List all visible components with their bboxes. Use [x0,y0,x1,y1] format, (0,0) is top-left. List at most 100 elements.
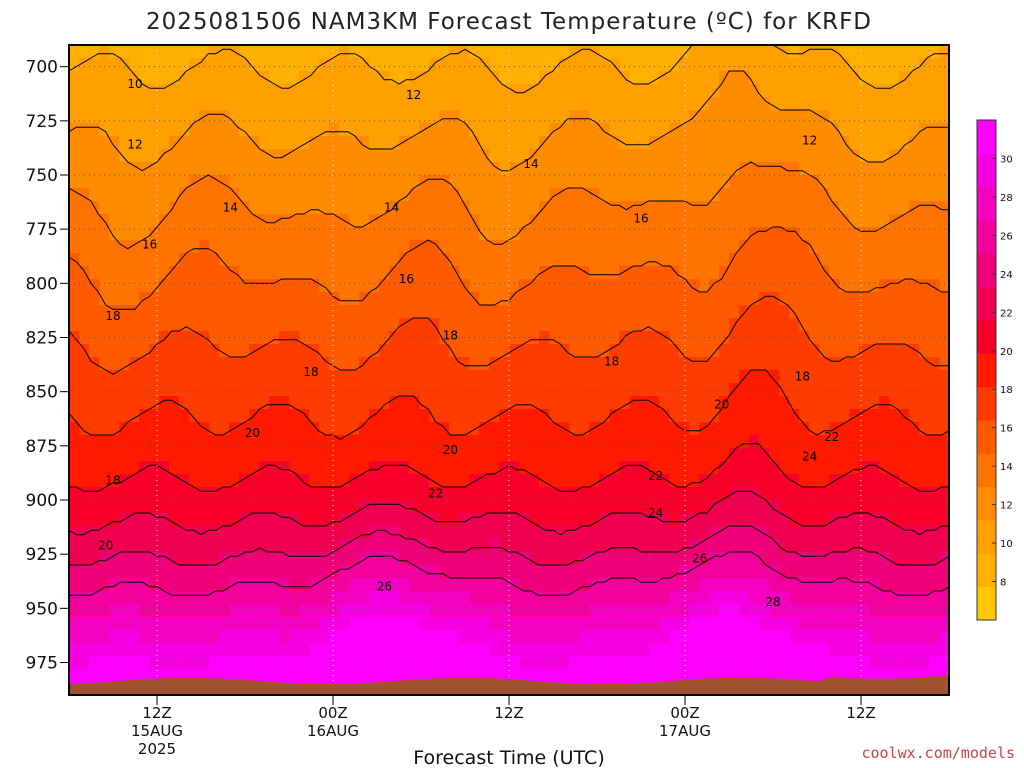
temperature-cell [599,110,610,124]
temperature-cell [909,149,920,163]
temperature-cell [119,58,130,72]
temperature-cell [449,110,460,124]
temperature-cell [309,487,320,501]
temperature-cell [189,188,200,202]
temperature-cell [219,201,230,215]
isotherm-label: 26 [692,552,707,566]
temperature-cell [159,45,170,59]
temperature-cell [579,539,590,553]
temperature-cell [99,344,110,358]
temperature-cell [299,344,310,358]
temperature-cell [429,370,440,384]
temperature-cell [709,461,720,475]
temperature-cell [69,591,80,605]
temperature-cell [739,357,750,371]
temperature-cell [239,253,250,267]
temperature-cell [829,201,840,215]
temperature-cell [309,630,320,644]
temperature-cell [449,422,460,436]
temperature-cell [639,136,650,150]
temperature-cell [439,45,450,59]
temperature-cell [879,630,890,644]
temperature-cell [629,578,640,592]
temperature-cell [469,240,480,254]
temperature-cell [719,305,730,319]
temperature-cell [539,513,550,527]
temperature-cell [309,591,320,605]
temperature-cell [119,110,130,124]
temperature-cell [879,344,890,358]
temperature-cell [919,214,930,228]
temperature-cell [489,97,500,111]
temperature-cell [569,513,580,527]
temperature-cell [779,97,790,111]
temperature-cell [739,474,750,488]
temperature-cell [349,318,360,332]
temperature-cell [389,45,400,59]
temperature-cell [149,422,160,436]
temperature-cell [789,513,800,527]
temperature-cell [369,71,380,85]
temperature-cell [189,344,200,358]
temperature-cell [779,71,790,85]
temperature-cell [299,279,310,293]
temperature-cell [119,175,130,189]
temperature-cell [219,136,230,150]
temperature-cell [279,604,290,618]
temperature-cell [149,370,160,384]
temperature-cell [529,240,540,254]
temperature-cell [529,383,540,397]
temperature-cell [69,175,80,189]
temperature-cell [469,136,480,150]
temperature-cell [879,136,890,150]
temperature-cell [589,240,600,254]
temperature-cell [479,487,490,501]
temperature-cell [209,279,220,293]
temperature-cell [79,435,90,449]
temperature-cell [639,344,650,358]
colorbar-segment [977,453,996,488]
temperature-cell [459,474,470,488]
temperature-cell [769,604,780,618]
temperature-cell [279,500,290,514]
temperature-cell [599,370,610,384]
temperature-cell [159,630,170,644]
temperature-cell [509,591,520,605]
temperature-cell [449,214,460,228]
temperature-cell [159,266,170,280]
temperature-cell [259,253,270,267]
temperature-cell [399,84,410,98]
temperature-cell [459,539,470,553]
temperature-cell [399,500,410,514]
temperature-cell [179,487,190,501]
temperature-cell [219,305,230,319]
temperature-cell [749,422,760,436]
temperature-cell [639,474,650,488]
temperature-cell [549,630,560,644]
temperature-cell [69,279,80,293]
temperature-cell [669,630,680,644]
credit-link[interactable]: coolwx.com/models [861,744,1015,762]
temperature-cell [109,526,120,540]
temperature-cell [379,643,390,657]
temperature-cell [699,461,710,475]
temperature-cell [549,123,560,137]
temperature-cell [819,435,830,449]
temperature-cell [899,201,910,215]
temperature-cell [89,240,100,254]
temperature-cell [889,513,900,527]
temperature-cell [399,357,410,371]
temperature-cell [849,292,860,306]
temperature-cell [369,214,380,228]
temperature-cell [519,565,530,579]
temperature-cell [369,162,380,176]
temperature-cell [909,97,920,111]
temperature-cell [489,669,500,683]
temperature-cell [659,630,670,644]
temperature-cell [879,552,890,566]
temperature-cell [439,526,450,540]
temperature-cell [569,266,580,280]
temperature-cell [899,214,910,228]
temperature-cell [759,279,770,293]
temperature-cell [199,201,210,215]
